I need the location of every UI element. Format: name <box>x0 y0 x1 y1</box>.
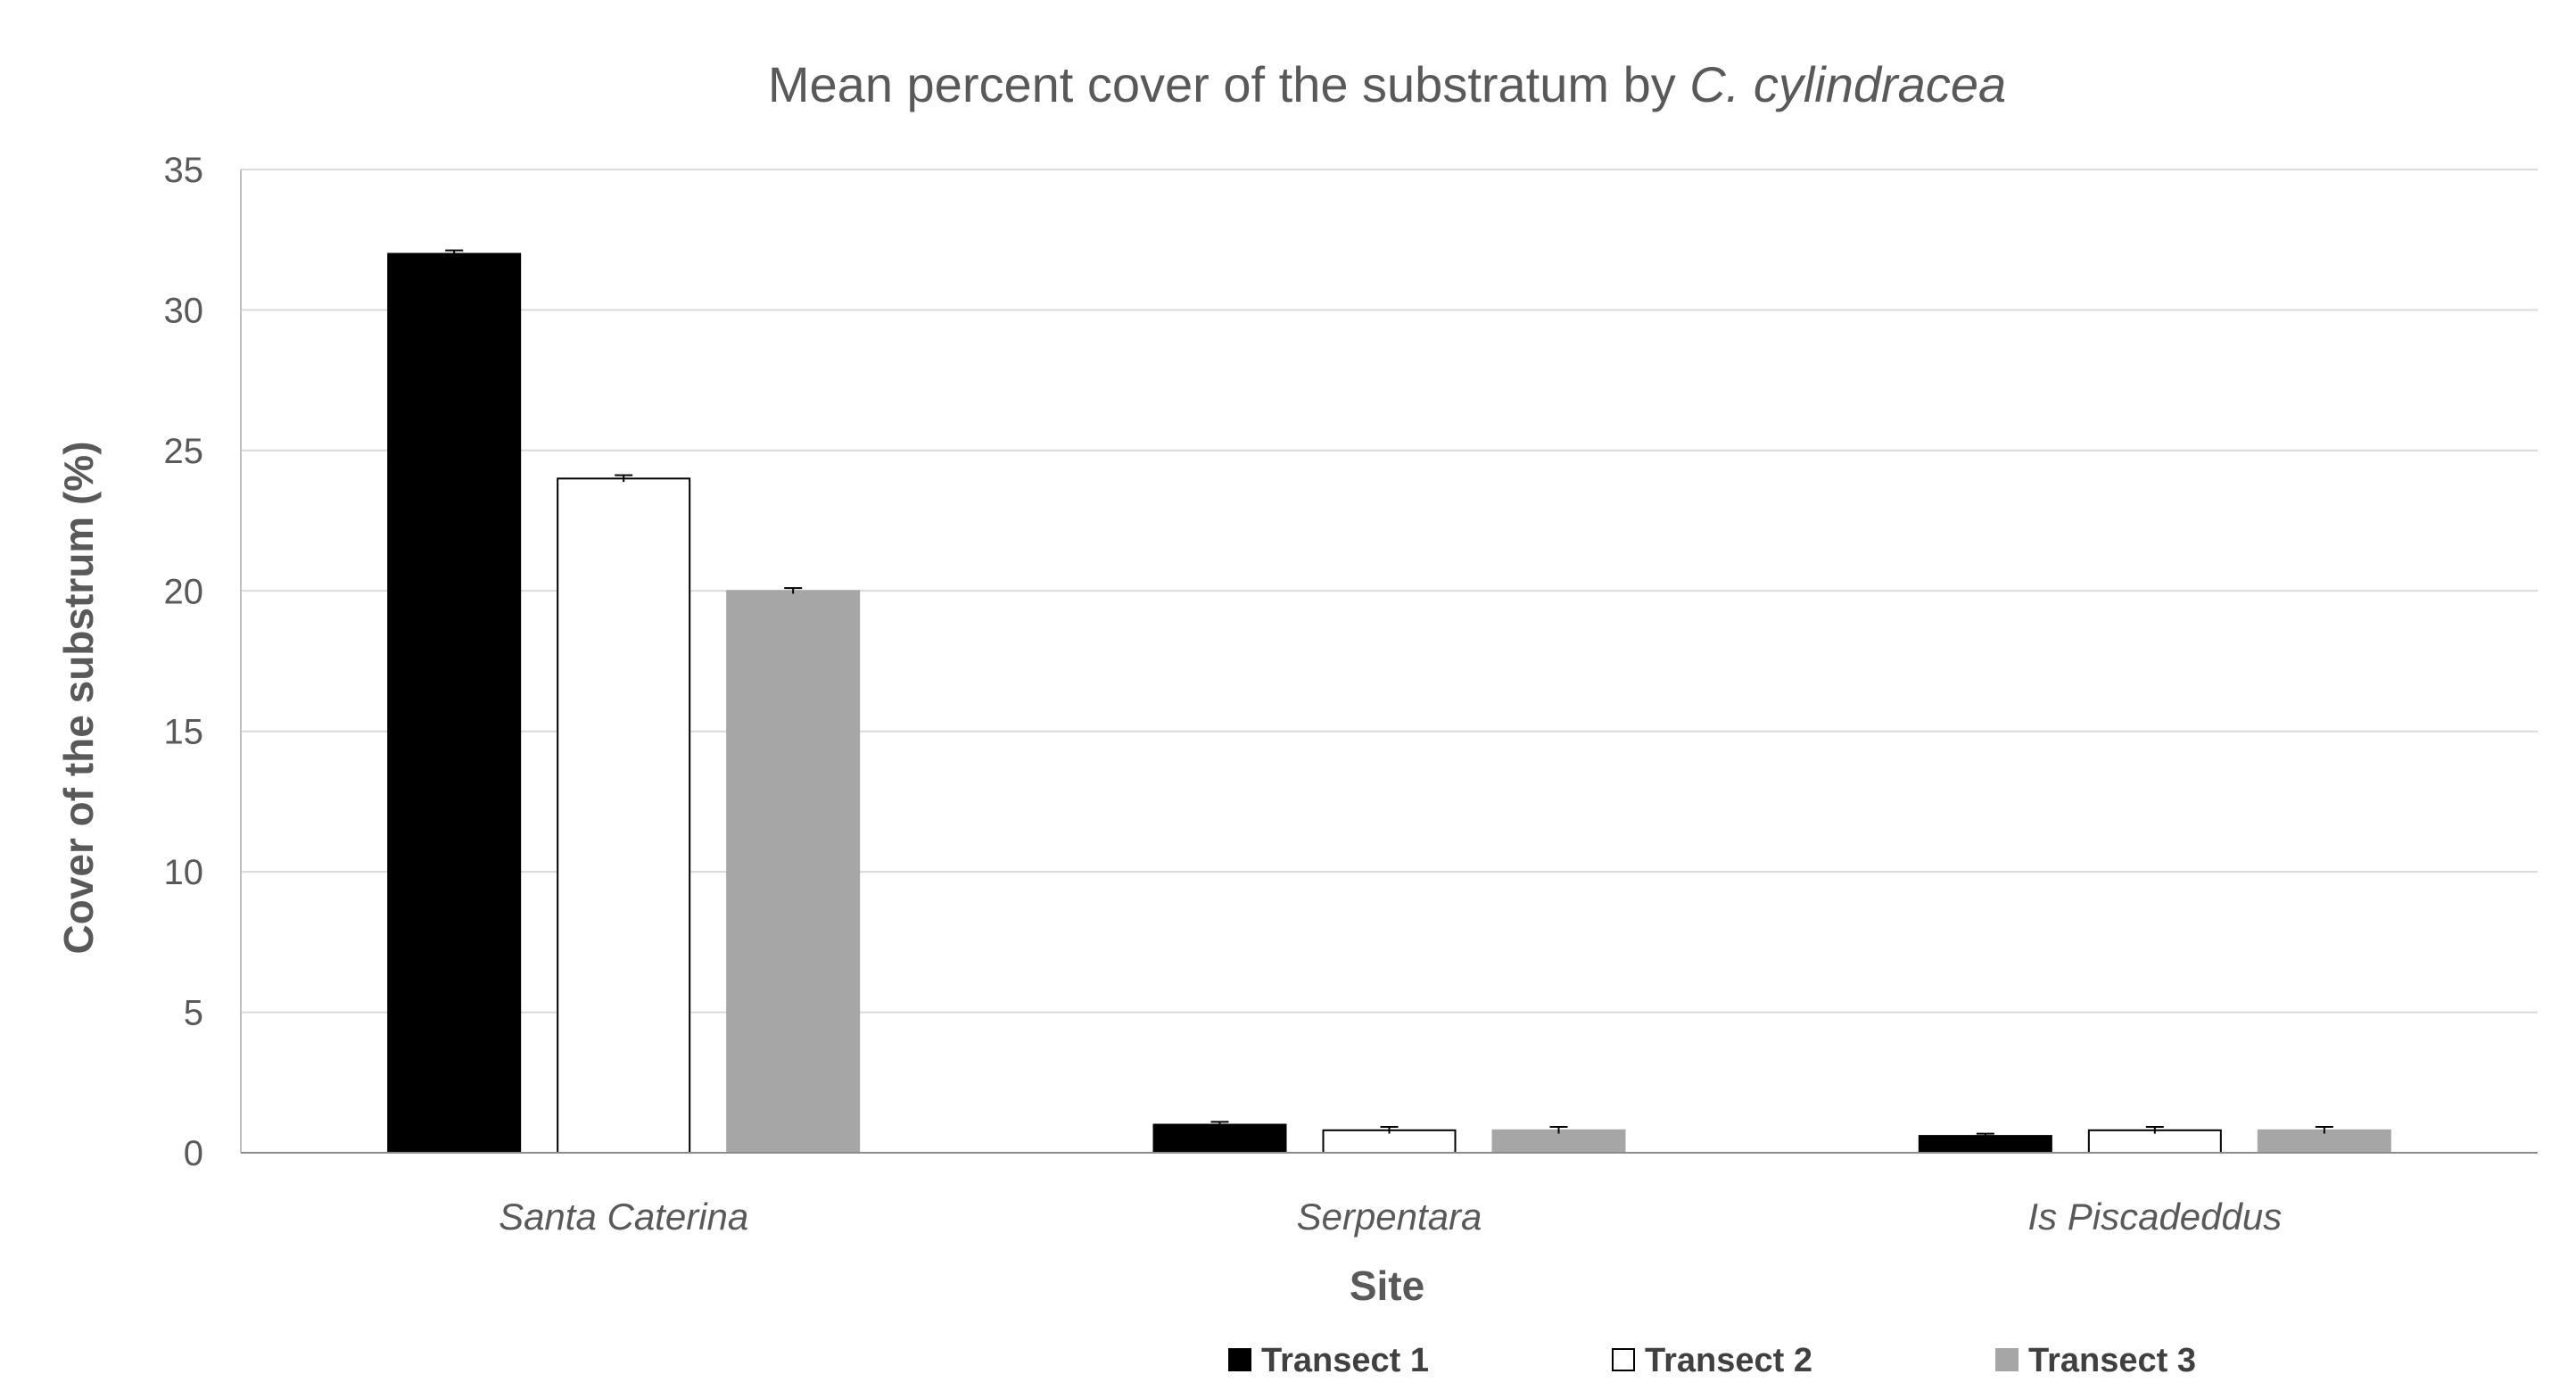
y-tick-label: 20 <box>164 572 204 611</box>
y-tick-label: 0 <box>184 1134 203 1173</box>
legend: Transect 1 Transect 2 Transect 3 <box>1228 1342 2196 1379</box>
bar-transect-3 <box>2257 1129 2391 1154</box>
bars <box>387 249 2391 1154</box>
x-category-label: Santa Caterina <box>499 1196 748 1238</box>
y-tick-label: 15 <box>164 713 204 752</box>
x-category-labels: Santa Caterina Serpentara Is Piscadeddus <box>499 1196 2282 1238</box>
legend-swatch <box>1995 1348 2019 1371</box>
legend-label: Transect 1 <box>1261 1342 1429 1379</box>
bar-transect-2 <box>1322 1129 1457 1154</box>
chart-title-italic: C. cylindracea <box>1689 56 2006 112</box>
x-category-label: Is Piscadeddus <box>2027 1196 2282 1238</box>
y-tick-label: 30 <box>164 291 204 330</box>
bar-transect-1 <box>1918 1135 2052 1154</box>
legend-label: Transect 2 <box>1645 1342 1812 1379</box>
axes <box>240 170 2538 1154</box>
legend-swatch <box>1612 1348 1635 1371</box>
x-category-label: Serpentara <box>1297 1196 1482 1238</box>
chart-title: Mean percent cover of the substratum by … <box>768 56 2006 112</box>
bar-transect-1 <box>387 252 522 1154</box>
legend-label: Transect 3 <box>2028 1342 2196 1379</box>
y-tick-label: 25 <box>164 432 204 471</box>
x-axis-title: Site <box>1350 1262 1424 1309</box>
bar-transect-1 <box>1152 1123 1287 1154</box>
bar-transect-3 <box>1491 1129 1626 1154</box>
y-axis-title: Cover of the substrum (%) <box>55 441 102 954</box>
legend-swatch <box>1228 1348 1251 1371</box>
bar-transect-3 <box>726 590 861 1154</box>
y-tick-labels: 0 5 10 15 20 25 30 35 <box>164 151 204 1173</box>
y-tick-label: 35 <box>164 151 204 190</box>
y-tick-label: 5 <box>184 994 203 1033</box>
y-tick-label: 10 <box>164 853 204 892</box>
bar-transect-2 <box>557 477 691 1154</box>
chart-title-main: Mean percent cover of the substratum by <box>768 56 1689 112</box>
